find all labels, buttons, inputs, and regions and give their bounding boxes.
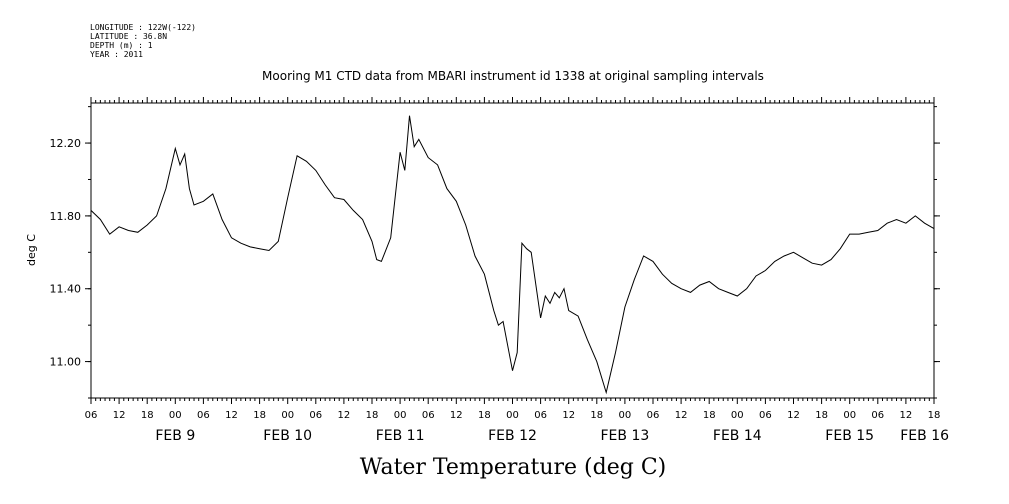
x-hour-label: 06 — [647, 410, 660, 421]
x-hour-label: 18 — [366, 410, 379, 421]
x-hour-label: 06 — [309, 410, 322, 421]
x-day-label: FEB 15 — [825, 428, 874, 444]
year-text: YEAR : 2011 — [90, 50, 143, 59]
x-hour-label: 18 — [815, 410, 828, 421]
x-hour-label: 18 — [703, 410, 716, 421]
x-hour-label: 06 — [871, 410, 884, 421]
chart-title: Mooring M1 CTD data from MBARI instrumen… — [262, 69, 764, 83]
y-tick-label: 11.00 — [50, 356, 82, 369]
x-hour-label: 00 — [843, 410, 856, 421]
metadata-block: LONGITUDE : 122W(-122) LATITUDE : 36.8N … — [90, 23, 196, 59]
x-hour-label: 18 — [928, 410, 941, 421]
x-hour-label: 18 — [478, 410, 491, 421]
x-hour-label: 18 — [141, 410, 154, 421]
x-axis-title: Water Temperature (deg C) — [360, 455, 667, 480]
x-hour-labels: 06 12 18 00 06 12 18 00 06 12 18 00 06 12 18 00 06 12 18 00… — [85, 410, 941, 421]
x-hour-label: 06 — [422, 410, 435, 421]
y-axis-label: deg C — [25, 234, 38, 266]
x-day-label: FEB 13 — [601, 428, 650, 444]
x-hour-label: 12 — [450, 410, 463, 421]
y-tick-label: 12.20 — [50, 137, 82, 150]
x-hour-label: 06 — [534, 410, 547, 421]
x-hour-label: 06 — [759, 410, 772, 421]
x-day-label: FEB 12 — [488, 428, 537, 444]
x-axis — [90, 97, 935, 404]
x-hour-label: 12 — [113, 410, 126, 421]
latitude-text: LATITUDE : 36.8N — [90, 32, 167, 41]
x-hour-label: 00 — [619, 410, 632, 421]
x-hour-label: 00 — [731, 410, 744, 421]
x-day-label: FEB 9 — [155, 428, 195, 444]
longitude-text: LONGITUDE : 122W(-122) — [90, 23, 196, 32]
x-day-label: FEB 14 — [713, 428, 762, 444]
x-day-label: FEB 11 — [376, 428, 425, 444]
x-day-label: FEB 10 — [263, 428, 312, 444]
x-hour-label: 06 — [197, 410, 210, 421]
x-hour-label: 00 — [169, 410, 182, 421]
x-hour-label: 12 — [787, 410, 800, 421]
x-day-labels: FEB 9 FEB 10 FEB 11 FEB 12 FEB 13 FEB 14 FEB 1… — [155, 428, 949, 444]
x-hour-label: 00 — [281, 410, 294, 421]
x-day-label: FEB 16 — [900, 428, 949, 444]
x-hour-label: 12 — [338, 410, 351, 421]
y-tick-label: 11.40 — [50, 283, 82, 296]
x-hour-label: 18 — [590, 410, 603, 421]
x-hour-label: 06 — [85, 410, 98, 421]
x-hour-label: 00 — [394, 410, 407, 421]
x-hour-label: 12 — [225, 410, 238, 421]
y-tick-label: 11.80 — [50, 210, 82, 223]
y-axis: 11.00 11.40 11.80 12.20 — [50, 106, 940, 399]
x-hour-label: 12 — [900, 410, 913, 421]
depth-text: DEPTH (m) : 1 — [90, 41, 153, 50]
x-hour-label: 12 — [675, 410, 688, 421]
plot-frame — [90, 102, 935, 399]
x-hour-label: 18 — [253, 410, 266, 421]
series-line-water-temperature — [90, 115, 935, 395]
x-hour-label: 12 — [562, 410, 575, 421]
x-hour-label: 00 — [506, 410, 519, 421]
